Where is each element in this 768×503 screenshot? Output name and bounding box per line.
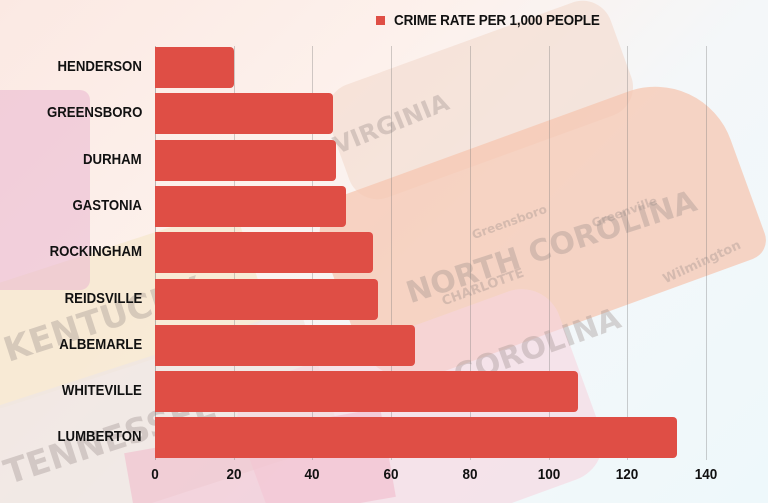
gridline — [706, 46, 707, 460]
category-label: HENDERSON — [57, 58, 142, 75]
gridline — [548, 46, 550, 460]
x-tick-label: 0 — [151, 466, 159, 483]
bar — [155, 232, 374, 274]
x-tick-label: 80 — [462, 466, 478, 483]
bar — [155, 47, 234, 88]
category-label: GREENSBORO — [46, 104, 142, 122]
chart-legend: CRIME RATE PER 1,000 PEOPLE — [376, 12, 623, 29]
category-label: ROCKINGHAM — [49, 243, 142, 261]
legend-label: CRIME RATE PER 1,000 PEOPLE — [394, 12, 600, 29]
x-tick-label: 60 — [383, 466, 399, 483]
x-tick-label: 40 — [304, 466, 320, 483]
x-tick-label: 120 — [616, 466, 639, 483]
bar — [155, 139, 337, 181]
legend-swatch — [376, 16, 385, 25]
x-tick-label: 100 — [537, 466, 560, 483]
bar — [155, 278, 379, 320]
category-label: DURHAM — [83, 150, 142, 168]
bar — [155, 93, 334, 135]
x-tick-label: 140 — [694, 466, 718, 483]
gridline — [469, 46, 471, 460]
category-label: WHITEVILLE — [62, 382, 142, 400]
bar — [155, 371, 578, 413]
bar — [155, 324, 415, 366]
category-label: LUMBERTON — [57, 428, 142, 446]
plot-area — [155, 46, 707, 460]
category-label: REIDSVILLE — [64, 289, 142, 307]
category-label: ALBEMARLE — [59, 335, 142, 353]
bar — [155, 417, 677, 459]
gridline — [391, 46, 393, 460]
gridline — [627, 46, 629, 460]
map-region-indiana — [0, 90, 90, 290]
x-tick-label: 20 — [226, 466, 242, 483]
category-label: GASTONIA — [72, 196, 142, 214]
bar — [155, 185, 347, 227]
